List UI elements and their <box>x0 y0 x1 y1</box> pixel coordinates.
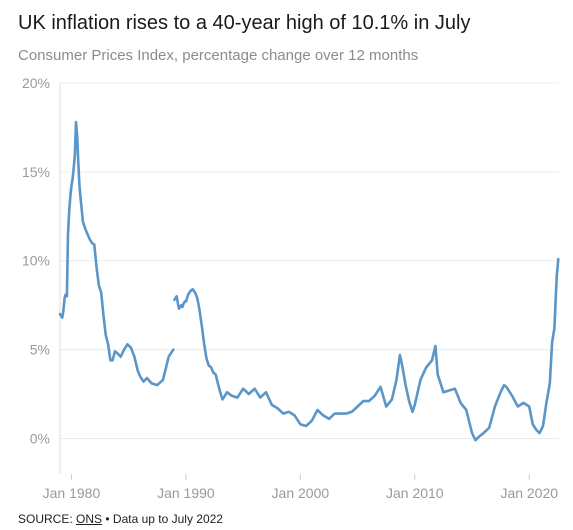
x-tick-label: Jan 2000 <box>272 485 330 501</box>
y-tick-label: 15% <box>22 164 50 180</box>
source-note: SOURCE: ONS • Data up to July 2022 <box>18 512 223 526</box>
y-tick-label: 10% <box>22 253 50 269</box>
cpi-series-line <box>58 120 175 387</box>
y-tick-label: 20% <box>22 75 50 91</box>
y-tick-label: 5% <box>30 342 50 358</box>
x-tick-label: Jan 1990 <box>157 485 215 501</box>
x-tick-label: Jan 1980 <box>43 485 101 501</box>
cpi-series-line <box>173 257 560 442</box>
series-lines <box>58 120 560 442</box>
y-axis-ticks: 0% 5% 10% 15% 20% <box>22 75 50 446</box>
line-chart: 0%5%10%15%20% Jan 1980 Jan 1990 Jan 2000 Ja… <box>22 75 560 501</box>
data-note: Data up to July 2022 <box>112 512 223 526</box>
source-prefix: SOURCE: <box>18 512 77 526</box>
x-tick-label: Jan 2020 <box>500 485 558 501</box>
x-tick-label: Jan 2010 <box>386 485 444 501</box>
separator: • <box>102 512 113 526</box>
y-tick-label: 0% <box>30 430 50 446</box>
chart-title: UK inflation rises to a 40-year high of … <box>18 12 471 34</box>
x-axis-ticks: Jan 1980 Jan 1990 Jan 2000 Jan 2010 Jan 2020 <box>43 474 558 501</box>
source-link[interactable]: ONS <box>76 512 103 526</box>
gridlines <box>59 82 559 474</box>
chart-subtitle: Consumer Prices Index, percentage change… <box>18 47 419 64</box>
